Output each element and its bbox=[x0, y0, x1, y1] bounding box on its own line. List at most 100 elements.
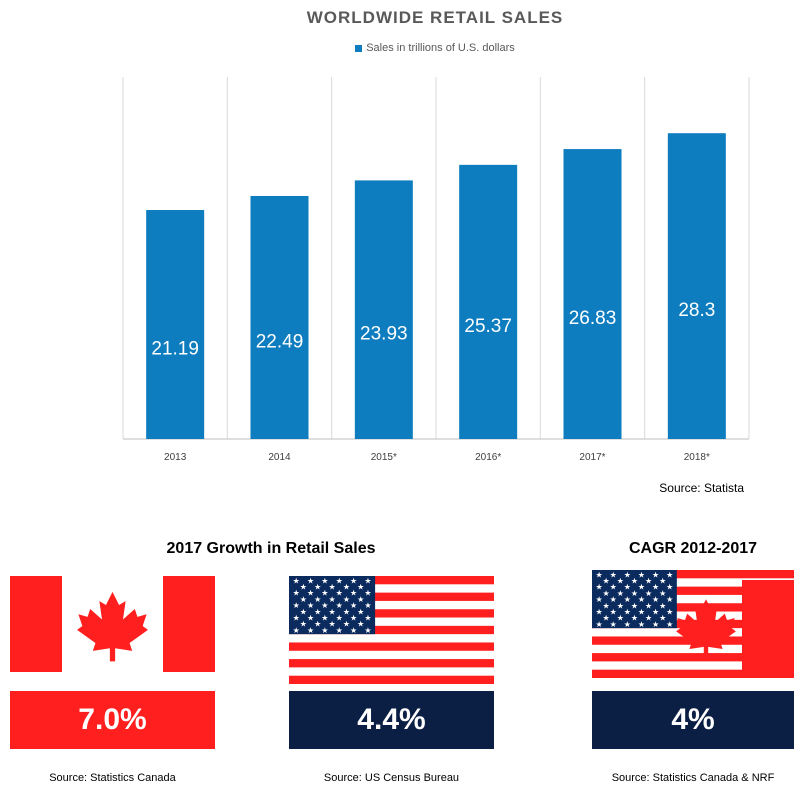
svg-text:★: ★ bbox=[350, 613, 357, 622]
svg-text:★: ★ bbox=[336, 601, 343, 610]
bar bbox=[250, 195, 309, 439]
data-label: 23.93 bbox=[360, 324, 408, 345]
svg-text:★: ★ bbox=[350, 576, 357, 585]
svg-text:★: ★ bbox=[617, 614, 624, 623]
svg-text:★: ★ bbox=[666, 620, 673, 629]
svg-text:★: ★ bbox=[603, 589, 610, 598]
svg-text:★: ★ bbox=[603, 577, 610, 586]
svg-text:★: ★ bbox=[293, 589, 300, 598]
svg-text:★: ★ bbox=[336, 626, 343, 635]
svg-text:★: ★ bbox=[293, 576, 300, 585]
svg-text:★: ★ bbox=[336, 589, 343, 598]
bar bbox=[563, 149, 622, 440]
svg-text:★: ★ bbox=[631, 589, 638, 598]
usa-canada-flag-icon: ★ ★ ★ ★ ★ ★★ ★ ★ ★ ★★ ★ ★ ★ ★ ★★ ★ ★ ★ ★★ ★ ★ ★ ★ ★★ ★ ★ ★ ★★ ★ ★ ★ ★ ★★… bbox=[592, 570, 794, 678]
bar-chart: 21.19 2013 22.49 2014 23.93 2015* 25.37 2016* 26… bbox=[122, 77, 750, 463]
svg-text:★: ★ bbox=[357, 583, 364, 592]
svg-text:★: ★ bbox=[293, 626, 300, 635]
svg-text:★: ★ bbox=[307, 613, 314, 622]
svg-text:★: ★ bbox=[624, 595, 631, 604]
svg-text:★: ★ bbox=[350, 626, 357, 635]
svg-text:★: ★ bbox=[357, 607, 364, 616]
svg-text:★: ★ bbox=[638, 620, 645, 629]
svg-text:★: ★ bbox=[659, 589, 666, 598]
svg-text:★: ★ bbox=[328, 583, 335, 592]
svg-text:★: ★ bbox=[610, 583, 617, 592]
svg-text:★: ★ bbox=[321, 576, 328, 585]
x-tick-label: 2018* bbox=[684, 452, 710, 463]
svg-text:★: ★ bbox=[343, 595, 350, 604]
bar bbox=[459, 164, 518, 439]
svg-text:★: ★ bbox=[645, 601, 652, 610]
svg-text:★: ★ bbox=[300, 620, 307, 629]
cagr-value: 4% bbox=[592, 691, 794, 749]
svg-text:★: ★ bbox=[610, 595, 617, 604]
usa-flag-icon: ★ ★ ★ ★ ★ ★★ ★ ★ ★ ★★ ★ ★ ★ ★ ★★ ★ ★ ★ ★★ ★ ★ ★ ★ ★★ ★ ★ ★ ★★ ★ ★ ★ ★ ★★… bbox=[289, 576, 494, 684]
svg-text:★: ★ bbox=[631, 601, 638, 610]
svg-text:★: ★ bbox=[638, 607, 645, 616]
svg-text:★: ★ bbox=[595, 583, 602, 592]
svg-text:★: ★ bbox=[617, 589, 624, 598]
bar bbox=[667, 133, 726, 439]
svg-text:★: ★ bbox=[652, 595, 659, 604]
svg-text:★: ★ bbox=[624, 620, 631, 629]
svg-text:★: ★ bbox=[307, 626, 314, 635]
svg-text:★: ★ bbox=[307, 576, 314, 585]
svg-text:★: ★ bbox=[595, 620, 602, 629]
svg-text:★: ★ bbox=[314, 620, 321, 629]
svg-text:★: ★ bbox=[652, 570, 659, 579]
svg-text:★: ★ bbox=[645, 577, 652, 586]
svg-text:★: ★ bbox=[652, 583, 659, 592]
usa-growth-value: 4.4% bbox=[289, 691, 494, 749]
svg-text:★: ★ bbox=[314, 595, 321, 604]
svg-text:★: ★ bbox=[624, 570, 631, 579]
svg-text:★: ★ bbox=[603, 614, 610, 623]
svg-text:★: ★ bbox=[364, 601, 371, 610]
svg-text:★: ★ bbox=[617, 601, 624, 610]
growth-section-title: 2017 Growth in Retail Sales bbox=[166, 540, 376, 557]
svg-text:★: ★ bbox=[293, 601, 300, 610]
svg-text:★: ★ bbox=[364, 626, 371, 635]
cagr-source: Source: Statistics Canada & NRF bbox=[611, 772, 775, 784]
svg-text:★: ★ bbox=[666, 607, 673, 616]
svg-text:★: ★ bbox=[350, 601, 357, 610]
svg-text:★: ★ bbox=[321, 601, 328, 610]
svg-text:★: ★ bbox=[343, 607, 350, 616]
svg-text:★: ★ bbox=[343, 583, 350, 592]
data-label: 26.83 bbox=[569, 308, 617, 329]
svg-text:★: ★ bbox=[357, 595, 364, 604]
cagr-section-title: CAGR 2012-2017 bbox=[628, 540, 758, 557]
svg-text:★: ★ bbox=[328, 607, 335, 616]
svg-text:★: ★ bbox=[307, 589, 314, 598]
bar bbox=[146, 210, 205, 439]
svg-text:★: ★ bbox=[652, 607, 659, 616]
svg-text:★: ★ bbox=[610, 607, 617, 616]
canada-growth-value: 7.0% bbox=[10, 691, 215, 749]
svg-text:★: ★ bbox=[321, 613, 328, 622]
svg-text:★: ★ bbox=[321, 626, 328, 635]
svg-text:★: ★ bbox=[364, 589, 371, 598]
svg-text:★: ★ bbox=[300, 607, 307, 616]
svg-text:★: ★ bbox=[617, 577, 624, 586]
svg-text:★: ★ bbox=[595, 595, 602, 604]
svg-text:★: ★ bbox=[638, 583, 645, 592]
svg-text:★: ★ bbox=[659, 614, 666, 623]
svg-text:★: ★ bbox=[610, 570, 617, 579]
svg-text:★: ★ bbox=[336, 613, 343, 622]
svg-text:★: ★ bbox=[666, 595, 673, 604]
data-label: 25.37 bbox=[464, 316, 512, 337]
svg-text:★: ★ bbox=[314, 583, 321, 592]
svg-text:★: ★ bbox=[624, 607, 631, 616]
svg-text:★: ★ bbox=[638, 595, 645, 604]
svg-text:★: ★ bbox=[307, 601, 314, 610]
data-label: 22.49 bbox=[256, 331, 304, 352]
canada-source: Source: Statistics Canada bbox=[49, 772, 176, 784]
svg-text:★: ★ bbox=[645, 589, 652, 598]
svg-text:★: ★ bbox=[293, 613, 300, 622]
svg-text:★: ★ bbox=[328, 595, 335, 604]
svg-text:★: ★ bbox=[659, 601, 666, 610]
svg-text:★: ★ bbox=[652, 620, 659, 629]
svg-text:★: ★ bbox=[666, 570, 673, 579]
svg-text:★: ★ bbox=[603, 601, 610, 610]
svg-text:★: ★ bbox=[364, 576, 371, 585]
